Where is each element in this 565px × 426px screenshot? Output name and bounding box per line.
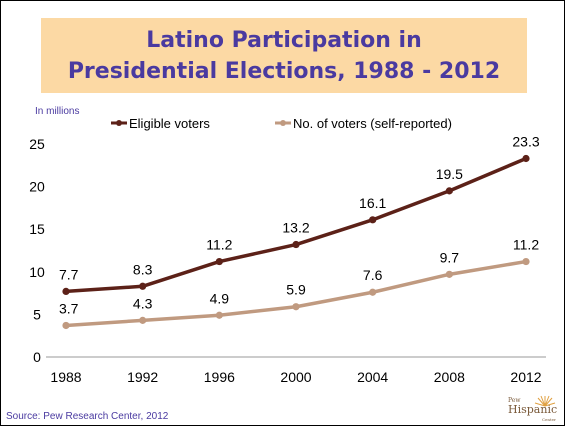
y-unit-label: In millions [35,106,79,117]
pew-hispanic-logo: Pew Hispanic Center [508,395,560,423]
legend-swatch-marker [116,120,122,126]
source-note: Source: Pew Research Center, 2012 [6,411,169,422]
title-box: Latino Participation in Presidential Ele… [41,18,527,93]
data-point [292,303,300,311]
legend-swatch-marker [280,120,286,126]
data-point [292,240,300,249]
data-point [522,154,530,163]
y-tick-label: 15 [29,221,45,237]
data-label: 4.9 [210,290,230,306]
data-label: 8.3 [133,261,153,277]
data-point [62,321,70,330]
logo-tag-text: Center [542,417,556,422]
data-label: 7.7 [59,266,79,282]
x-tick-label: 2008 [434,369,465,385]
data-label: 13.2 [282,220,309,236]
data-point [62,287,70,295]
legend-label: Eligible voters [129,116,210,131]
y-tick-label: 10 [29,264,45,280]
data-label: 19.5 [436,166,463,182]
data-point [445,270,453,278]
data-point [215,311,223,319]
x-tick-label: 1992 [127,369,158,385]
x-tick-label: 2000 [280,369,311,385]
data-point [139,282,147,290]
data-point [445,187,453,195]
x-tick-label: 1988 [50,369,81,385]
logo-small-text: Pew [508,397,521,404]
y-tick-label: 20 [29,179,45,195]
data-label: 9.7 [440,249,460,265]
data-label: 11.2 [513,237,539,253]
x-tick-label: 1996 [204,369,235,385]
x-tick-label: 2012 [510,369,541,385]
title-line-1: Latino Participation in [146,27,422,53]
data-point [369,216,377,224]
data-point [522,257,530,266]
y-tick-label: 25 [29,136,45,152]
x-tick-label: 2004 [357,369,388,385]
data-point [369,288,377,296]
title-line-2: Presidential Elections, 1988 - 2012 [67,58,501,84]
data-label: 11.2 [206,237,232,253]
data-label: 5.9 [286,282,306,298]
data-point [215,257,223,266]
data-point [139,316,147,324]
legend-label: No. of voters (self-reported) [293,116,452,131]
data-label: 16.1 [359,195,386,211]
data-label: 3.7 [59,300,79,316]
y-tick-label: 5 [33,306,41,322]
data-label: 23.3 [512,133,539,149]
sunburst-icon [534,395,556,407]
y-tick-label: 0 [33,349,41,365]
data-label: 7.6 [363,267,383,283]
data-label: 4.3 [133,295,153,311]
